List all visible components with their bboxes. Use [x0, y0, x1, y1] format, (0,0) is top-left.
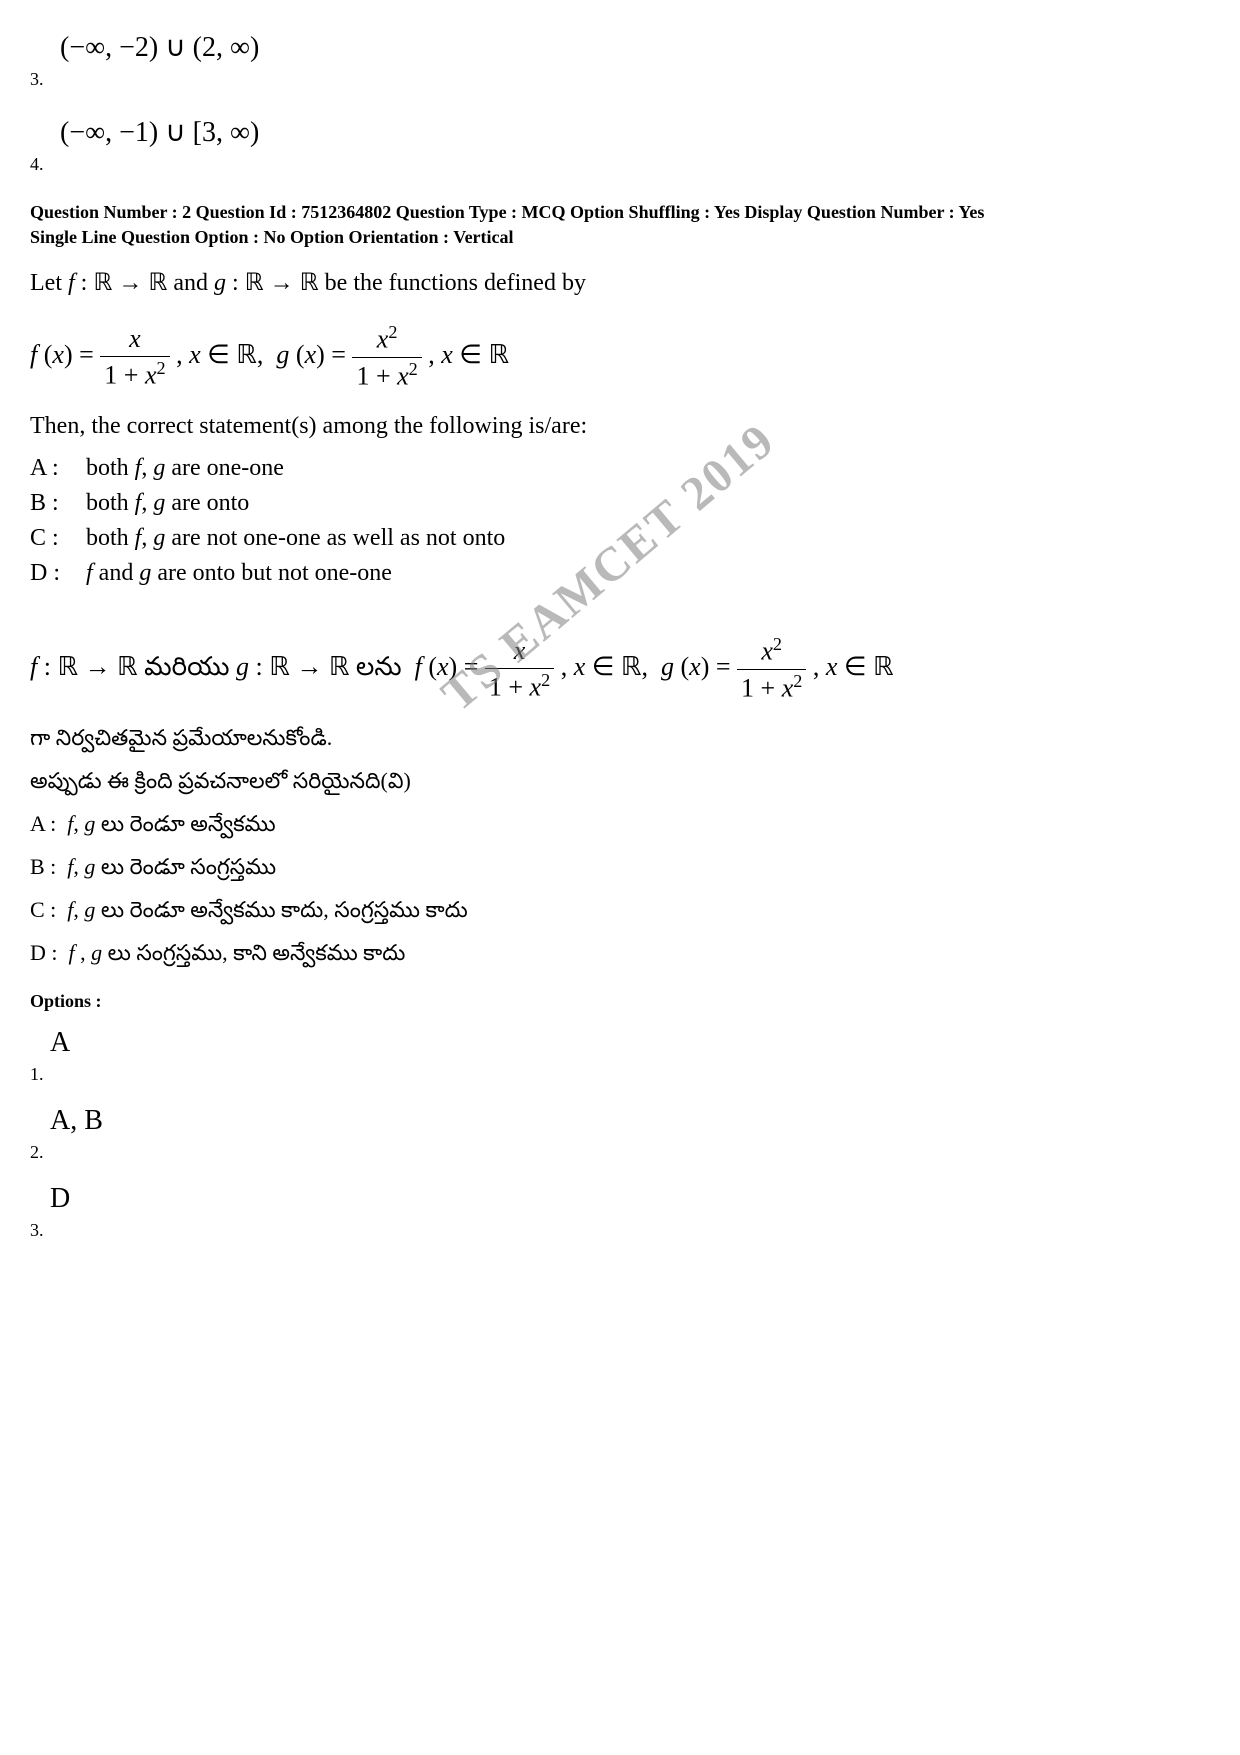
option-3-num: 3.: [30, 1220, 1210, 1241]
option-2[interactable]: A, B: [50, 1105, 1210, 1137]
statement-d-te-label: D :: [30, 940, 58, 965]
telugu-function-line: f : ℝ → ℝ మరియు g : ℝ → ℝ లను f (x) = x1…: [30, 633, 1210, 705]
telugu-line-3: అప్పుడు ఈ క్రింది ప్రవచనాలలో సరియైనది(వి…: [30, 768, 1210, 799]
statement-d-label: D :: [30, 560, 80, 587]
statement-c-telugu: C : f, g లు రెండూ అన్వేకము కాదు, సంగ్రస్…: [30, 897, 1210, 928]
statement-a-english: A : both f, g are one-one: [30, 455, 1210, 482]
statement-b-te-text: f, g లు రెండూ సంగ్రస్తము: [67, 854, 276, 879]
question-intro-english: Let f : ℝ → ℝ and g : ℝ → ℝ be the funct…: [30, 265, 1210, 301]
option-1[interactable]: A: [50, 1027, 1210, 1059]
question-metadata: Question Number : 2 Question Id : 751236…: [30, 200, 1210, 250]
statement-b-english: B : both f, g are onto: [30, 490, 1210, 517]
statement-b-te-label: B :: [30, 854, 56, 879]
option-3-letter: D: [50, 1183, 70, 1214]
question-meta-line2: Single Line Question Option : No Option …: [30, 227, 514, 247]
prev-option-4-math: (−∞, −1) ∪ [3, ∞): [60, 115, 1210, 149]
statement-c-label: C :: [30, 525, 80, 552]
statement-d-te-text: f , g లు సంగ్రస్తము, కాని అన్వేకము కాదు: [69, 940, 406, 965]
option-1-num: 1.: [30, 1064, 1210, 1085]
prev-option-3-math: (−∞, −2) ∪ (2, ∞): [60, 30, 1210, 64]
statement-d-english: D : f and g are onto but not one-one: [30, 560, 1210, 587]
option-1-letter: A: [50, 1027, 70, 1058]
option-2-num: 2.: [30, 1142, 1210, 1163]
prev-option-4-num: 4.: [30, 154, 1210, 175]
statement-c-text: both f, g are not one-one as well as not…: [86, 525, 505, 551]
statement-a-telugu: A : f, g లు రెండూ అన్వేకము: [30, 811, 1210, 842]
statement-intro-english: Then, the correct statement(s) among the…: [30, 413, 1210, 440]
statement-c-english: C : both f, g are not one-one as well as…: [30, 525, 1210, 552]
statement-a-te-label: A :: [30, 811, 56, 836]
options-header: Options :: [30, 991, 1210, 1012]
statement-c-te-text: f, g లు రెండూ అన్వేకము కాదు, సంగ్రస్తము …: [67, 897, 467, 922]
statement-b-telugu: B : f, g లు రెండూ సంగ్రస్తము: [30, 854, 1210, 885]
question-meta-line1: Question Number : 2 Question Id : 751236…: [30, 202, 984, 222]
statement-c-te-label: C :: [30, 897, 56, 922]
statement-a-label: A :: [30, 455, 80, 482]
statement-a-text: both f, g are one-one: [86, 455, 284, 481]
prev-option-3-num: 3.: [30, 69, 1210, 90]
option-2-letter: A, B: [50, 1105, 103, 1136]
statement-a-te-text: f, g లు రెండూ అన్వేకము: [67, 811, 275, 836]
telugu-line-2: గా నిర్వచితమైన ప్రమేయాలనుకోండి.: [30, 725, 1210, 756]
statement-b-label: B :: [30, 490, 80, 517]
statement-d-telugu: D : f , g లు సంగ్రస్తము, కాని అన్వేకము క…: [30, 940, 1210, 971]
statement-d-text: f and g are onto but not one-one: [86, 560, 392, 586]
option-3[interactable]: D: [50, 1183, 1210, 1215]
statement-b-text: both f, g are onto: [86, 490, 249, 516]
function-definitions: f (x) = x1 + x2 , x ∈ ℝ, g (x) = x21 + x…: [30, 321, 1210, 393]
